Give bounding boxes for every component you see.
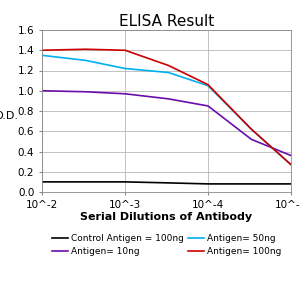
- Antigen= 100ng: [167, 64, 170, 67]
- Control Antigen = 100ng: [206, 182, 210, 186]
- Antigen= 50ng: [206, 84, 210, 88]
- Antigen= 50ng: [84, 58, 87, 62]
- Antigen= 100ng: [123, 48, 127, 52]
- Control Antigen = 100ng: [123, 180, 127, 184]
- Antigen= 100ng: [289, 163, 293, 166]
- Title: ELISA Result: ELISA Result: [119, 14, 214, 29]
- Legend: Control Antigen = 100ng, Antigen= 10ng, Antigen= 50ng, Antigen= 100ng: Control Antigen = 100ng, Antigen= 10ng, …: [50, 232, 283, 258]
- Antigen= 10ng: [123, 92, 127, 96]
- Antigen= 50ng: [167, 71, 170, 74]
- Control Antigen = 100ng: [84, 180, 87, 184]
- Line: Antigen= 10ng: Antigen= 10ng: [42, 91, 291, 155]
- Antigen= 50ng: [40, 53, 44, 57]
- Antigen= 10ng: [289, 154, 293, 157]
- Line: Antigen= 50ng: Antigen= 50ng: [42, 55, 291, 165]
- Control Antigen = 100ng: [40, 180, 44, 184]
- X-axis label: Serial Dilutions of Antibody: Serial Dilutions of Antibody: [80, 212, 253, 222]
- Control Antigen = 100ng: [167, 181, 170, 185]
- Antigen= 10ng: [206, 104, 210, 108]
- Antigen= 100ng: [250, 128, 253, 131]
- Line: Control Antigen = 100ng: Control Antigen = 100ng: [42, 182, 291, 184]
- Antigen= 10ng: [84, 90, 87, 94]
- Antigen= 50ng: [250, 128, 253, 131]
- Control Antigen = 100ng: [250, 182, 253, 186]
- Antigen= 100ng: [40, 48, 44, 52]
- Antigen= 10ng: [250, 137, 253, 141]
- Y-axis label: O.D.: O.D.: [0, 111, 19, 121]
- Antigen= 50ng: [289, 163, 293, 166]
- Antigen= 50ng: [123, 67, 127, 70]
- Antigen= 10ng: [40, 89, 44, 92]
- Antigen= 100ng: [206, 83, 210, 86]
- Antigen= 100ng: [84, 47, 87, 51]
- Control Antigen = 100ng: [289, 182, 293, 186]
- Line: Antigen= 100ng: Antigen= 100ng: [42, 49, 291, 165]
- Antigen= 10ng: [167, 97, 170, 101]
